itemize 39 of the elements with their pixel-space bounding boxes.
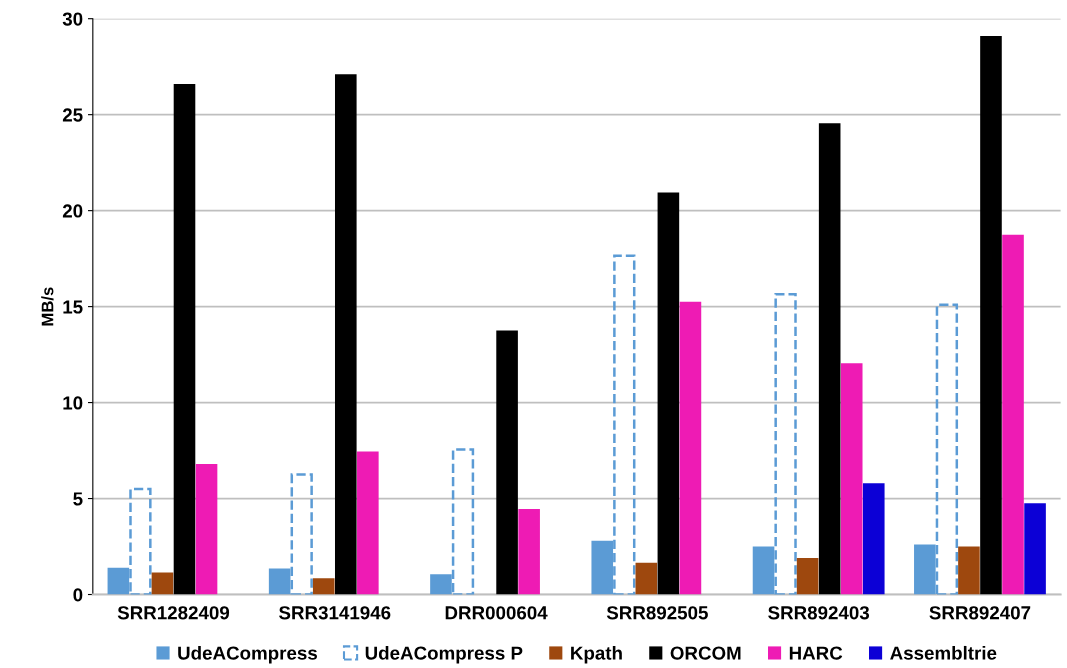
- x-tick-label: DRR000604: [445, 606, 548, 620]
- legend-label: Assembltrie: [890, 645, 997, 660]
- legend-label: Kpath: [571, 645, 622, 664]
- bar: [151, 572, 174, 595]
- bar: [679, 301, 702, 595]
- y-axis-title: MB/s: [41, 287, 54, 326]
- x-tick-label: SRR892403: [768, 606, 870, 620]
- x-tick-label: SRR3141946: [279, 606, 391, 620]
- y-tick-label: 20: [62, 204, 83, 218]
- bar: [958, 546, 980, 595]
- bar: [980, 35, 1002, 595]
- bar: [635, 562, 658, 595]
- bar: [796, 558, 819, 595]
- y-tick-label: 25: [62, 108, 83, 122]
- bar: [818, 123, 841, 595]
- y-tick-label: 10: [63, 396, 83, 410]
- legend-label: UdeACompress: [178, 645, 317, 664]
- x-tick-label: SRR1282409: [117, 606, 230, 620]
- legend-label: UdeACompress P: [365, 645, 523, 664]
- legend-label: ORCOM: [670, 646, 741, 660]
- bar: [862, 483, 885, 595]
- y-tick-label: 0: [73, 588, 83, 602]
- bar: [312, 578, 335, 595]
- bar: [1002, 234, 1024, 595]
- bar: [657, 192, 680, 595]
- x-tick-label: SRR892407: [929, 606, 1031, 620]
- bar: [1024, 503, 1046, 595]
- bar: [357, 451, 379, 595]
- bar: [334, 74, 357, 595]
- x-tick-label: SRR892505: [606, 606, 708, 620]
- y-tick-label: 15: [63, 300, 83, 314]
- bar: [173, 83, 196, 595]
- y-tick-label: 5: [73, 492, 83, 506]
- bar: [518, 509, 540, 595]
- legend-label: HARC: [789, 646, 843, 660]
- y-tick-label: 30: [62, 12, 83, 26]
- bar: [496, 330, 518, 595]
- bar: [195, 464, 218, 595]
- bar: [840, 363, 863, 595]
